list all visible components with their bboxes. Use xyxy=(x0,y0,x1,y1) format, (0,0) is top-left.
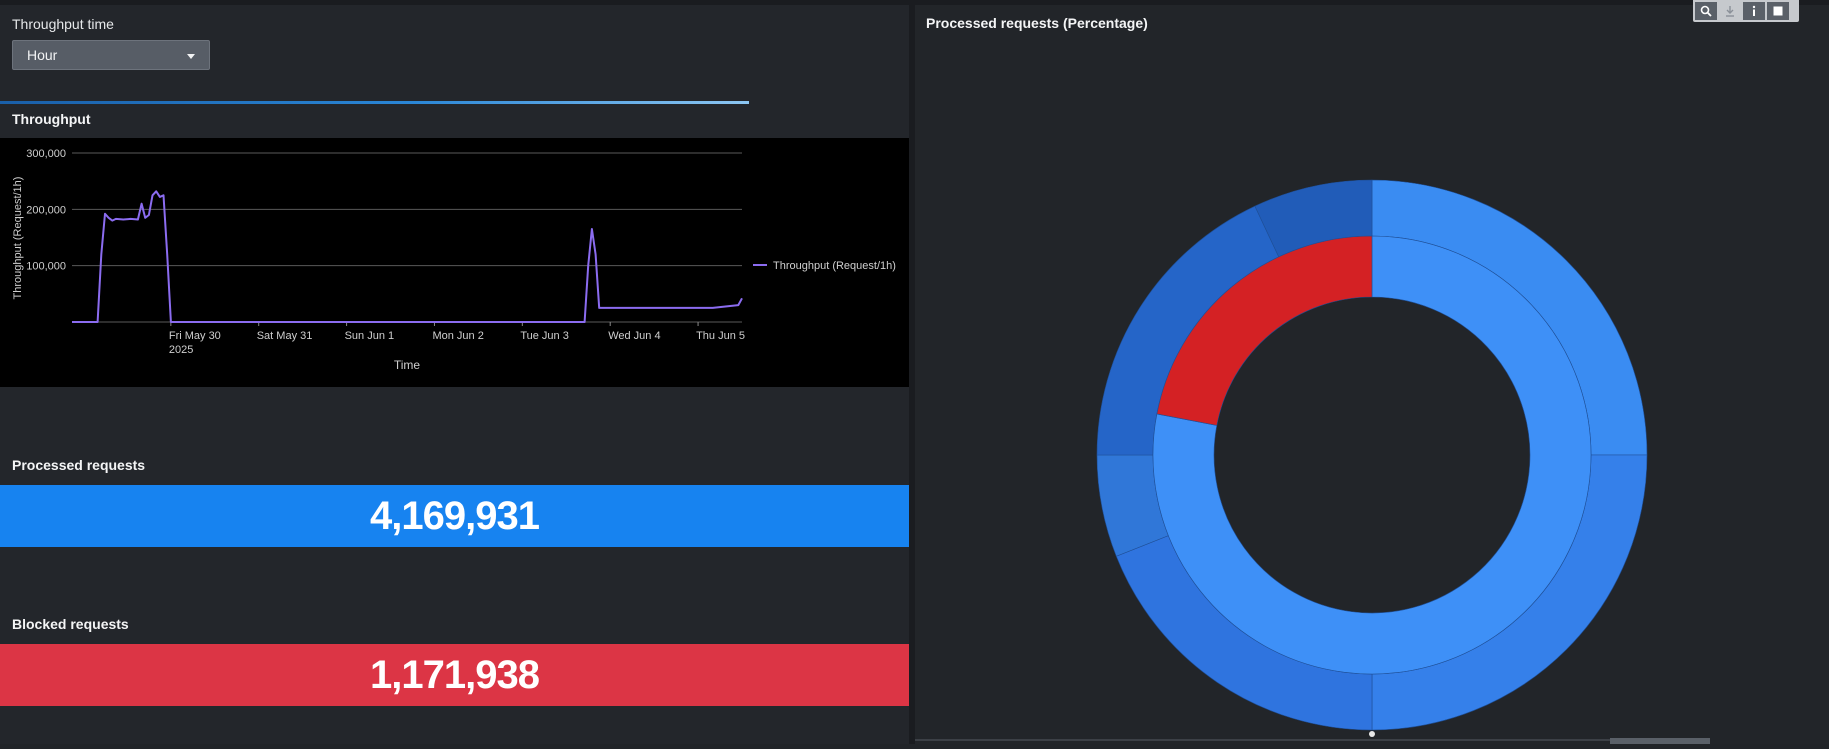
blocked-requests-title: Blocked requests xyxy=(12,616,129,632)
download-icon[interactable] xyxy=(1719,2,1741,20)
x-tick-label: Sat May 31 xyxy=(257,330,313,342)
fullscreen-icon[interactable] xyxy=(1767,2,1789,20)
x-tick-year-label: 2025 xyxy=(169,344,193,356)
processed-requests-title: Processed requests xyxy=(12,457,146,473)
processed-requests-stat: 4,169,931 xyxy=(0,485,909,547)
dropdown-value: Hour xyxy=(27,47,58,63)
blocked-requests-value: 1,171,938 xyxy=(370,652,540,697)
x-tick-label: Mon Jun 2 xyxy=(432,330,483,342)
inner-ring-slice xyxy=(1152,235,1592,675)
x-tick-label: Fri May 30 xyxy=(169,330,221,342)
x-axis-label: Time xyxy=(394,358,421,372)
loading-progress-bar xyxy=(0,101,749,104)
y-axis-label: Throughput (Request/1h) xyxy=(12,177,24,300)
x-tick-label: Thu Jun 5 xyxy=(696,330,745,342)
inner-ring-slice xyxy=(1156,235,1373,426)
x-tick-label: Wed Jun 4 xyxy=(608,330,660,342)
search-icon[interactable] xyxy=(1695,2,1717,20)
chevron-down-icon xyxy=(187,54,195,59)
y-tick-label: 100,000 xyxy=(26,261,66,273)
processed-percentage-chart-svg xyxy=(1096,179,1648,731)
throughput-time-label: Throughput time xyxy=(12,16,114,32)
top-strip xyxy=(0,0,1829,5)
throughput-title: Throughput xyxy=(12,111,91,127)
processed-requests-value: 4,169,931 xyxy=(370,493,540,538)
legend-label: Throughput (Request/1h) xyxy=(773,260,896,272)
y-tick-label: 300,000 xyxy=(26,148,66,160)
blocked-requests-stat: 1,171,938 xyxy=(0,644,909,706)
panel-divider xyxy=(909,5,915,744)
pie-chart-title: Processed requests (Percentage) xyxy=(926,15,1148,31)
throughput-series-line xyxy=(72,190,743,323)
x-tick-label: Sun Jun 1 xyxy=(345,330,395,342)
scroll-handle[interactable] xyxy=(1610,738,1710,744)
throughput-time-dropdown[interactable]: Hour xyxy=(12,40,210,70)
y-tick-label: 200,000 xyxy=(26,204,66,216)
info-icon[interactable] xyxy=(1743,2,1765,20)
processed-percentage-chart xyxy=(915,5,1829,744)
pager-dot[interactable] xyxy=(1369,731,1375,737)
scroll-track xyxy=(915,739,1615,741)
x-tick-label: Tue Jun 3 xyxy=(520,330,569,342)
throughput-chart-svg: 100,000 200,000 300,000 Fri May 30 Sat May 3… xyxy=(12,148,896,372)
chart-toolbar xyxy=(1693,0,1799,22)
throughput-chart: 100,000 200,000 300,000 Fri May 30 Sat May 3… xyxy=(0,138,909,387)
